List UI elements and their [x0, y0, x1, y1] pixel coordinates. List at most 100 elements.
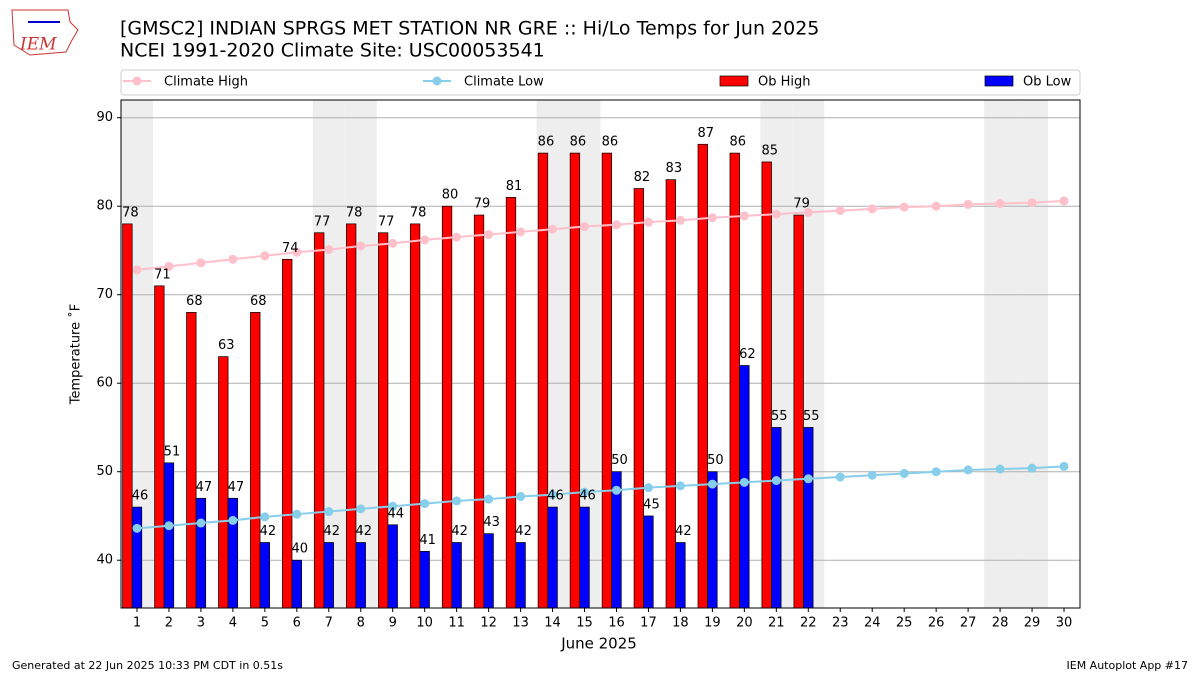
legend-swatch: [719, 75, 749, 87]
bar: [346, 223, 357, 609]
value-label: 63: [218, 338, 235, 353]
weekend-shade: [984, 100, 1017, 608]
value-label: 42: [260, 524, 277, 539]
value-label: 46: [547, 489, 564, 504]
bar: [122, 223, 133, 609]
bar: [633, 188, 645, 609]
value-label: 45: [643, 497, 660, 512]
point: [1027, 463, 1037, 473]
point: [484, 230, 494, 240]
legend-label: Ob High: [758, 75, 811, 90]
bar: [387, 524, 398, 609]
x-tick-label: 15: [576, 616, 593, 631]
point: [835, 472, 845, 482]
bar: [377, 232, 389, 609]
value-label: 78: [346, 205, 363, 220]
value-label: 85: [761, 143, 778, 158]
value-label: 74: [282, 241, 299, 256]
value-label: 86: [570, 135, 587, 150]
point: [995, 464, 1005, 474]
point: [292, 509, 302, 519]
bar: [291, 559, 302, 609]
point: [580, 222, 590, 232]
value-label: 55: [771, 409, 788, 424]
value-label: 42: [675, 524, 692, 539]
value-label: 77: [378, 214, 395, 229]
point: [931, 201, 941, 211]
bar: [483, 533, 494, 609]
value-label: 50: [611, 453, 628, 468]
y-tick-label: 50: [96, 464, 113, 479]
bar: [473, 214, 485, 609]
point: [963, 199, 973, 209]
point: [324, 507, 334, 517]
x-tick-label: 23: [832, 616, 849, 631]
weekend-shade: [1016, 100, 1049, 608]
bar: [131, 506, 143, 609]
point: [356, 504, 366, 514]
legend-marker: [432, 76, 442, 86]
logo: IEM: [11, 9, 79, 56]
point: [931, 467, 941, 477]
point: [707, 213, 717, 223]
legend-marker: [132, 76, 142, 86]
bar: [569, 152, 581, 609]
legend-label: Climate High: [164, 75, 248, 90]
y-tick-label: 80: [96, 199, 113, 214]
value-label: 47: [196, 480, 213, 495]
point: [899, 468, 909, 478]
point: [228, 254, 238, 264]
x-tick-label: 21: [768, 616, 785, 631]
point: [739, 477, 749, 487]
point: [516, 227, 526, 237]
x-tick-label: 25: [896, 616, 913, 631]
legend-label: Ob Low: [1023, 75, 1072, 90]
bar: [227, 497, 239, 609]
value-label: 43: [483, 515, 500, 530]
point: [452, 232, 462, 242]
point: [803, 207, 813, 217]
point: [196, 258, 206, 268]
point: [611, 485, 621, 495]
bar: [579, 506, 590, 609]
chart-title: [GMSC2] INDIAN SPRGS MET STATION NR GRE …: [120, 18, 819, 40]
bar: [250, 312, 261, 609]
point: [548, 490, 558, 500]
x-tick-label: 1: [133, 616, 141, 631]
point: [995, 199, 1005, 209]
y-tick-label: 90: [96, 110, 113, 125]
y-tick-label: 40: [96, 553, 113, 568]
y-axis-label: Temperature ˚F: [68, 304, 84, 405]
point: [643, 483, 653, 493]
value-label: 44: [387, 506, 404, 521]
point: [675, 481, 685, 491]
point: [388, 501, 398, 511]
bar: [537, 152, 549, 609]
point: [516, 491, 526, 501]
bar: [505, 197, 517, 609]
x-tick-label: 10: [416, 616, 433, 631]
bar: [729, 152, 740, 609]
value-label: 71: [154, 267, 171, 282]
x-tick-label: 8: [357, 616, 365, 631]
x-tick-label: 20: [736, 616, 753, 631]
point: [963, 465, 973, 475]
bar: [675, 542, 686, 609]
value-label: 80: [442, 188, 459, 203]
x-tick-label: 3: [197, 616, 205, 631]
point: [420, 235, 430, 245]
legend: [120, 69, 1081, 96]
x-tick-label: 19: [704, 616, 721, 631]
value-label: 62: [739, 347, 756, 362]
bar: [441, 205, 453, 609]
x-tick-label: 11: [448, 616, 465, 631]
point: [548, 224, 558, 234]
plot-frame: [120, 99, 1081, 609]
value-label: 55: [803, 409, 820, 424]
x-tick-label: 16: [608, 616, 625, 631]
x-tick-label: 6: [293, 616, 301, 631]
bar: [259, 542, 270, 609]
point: [707, 479, 717, 489]
value-label: 77: [314, 214, 331, 229]
